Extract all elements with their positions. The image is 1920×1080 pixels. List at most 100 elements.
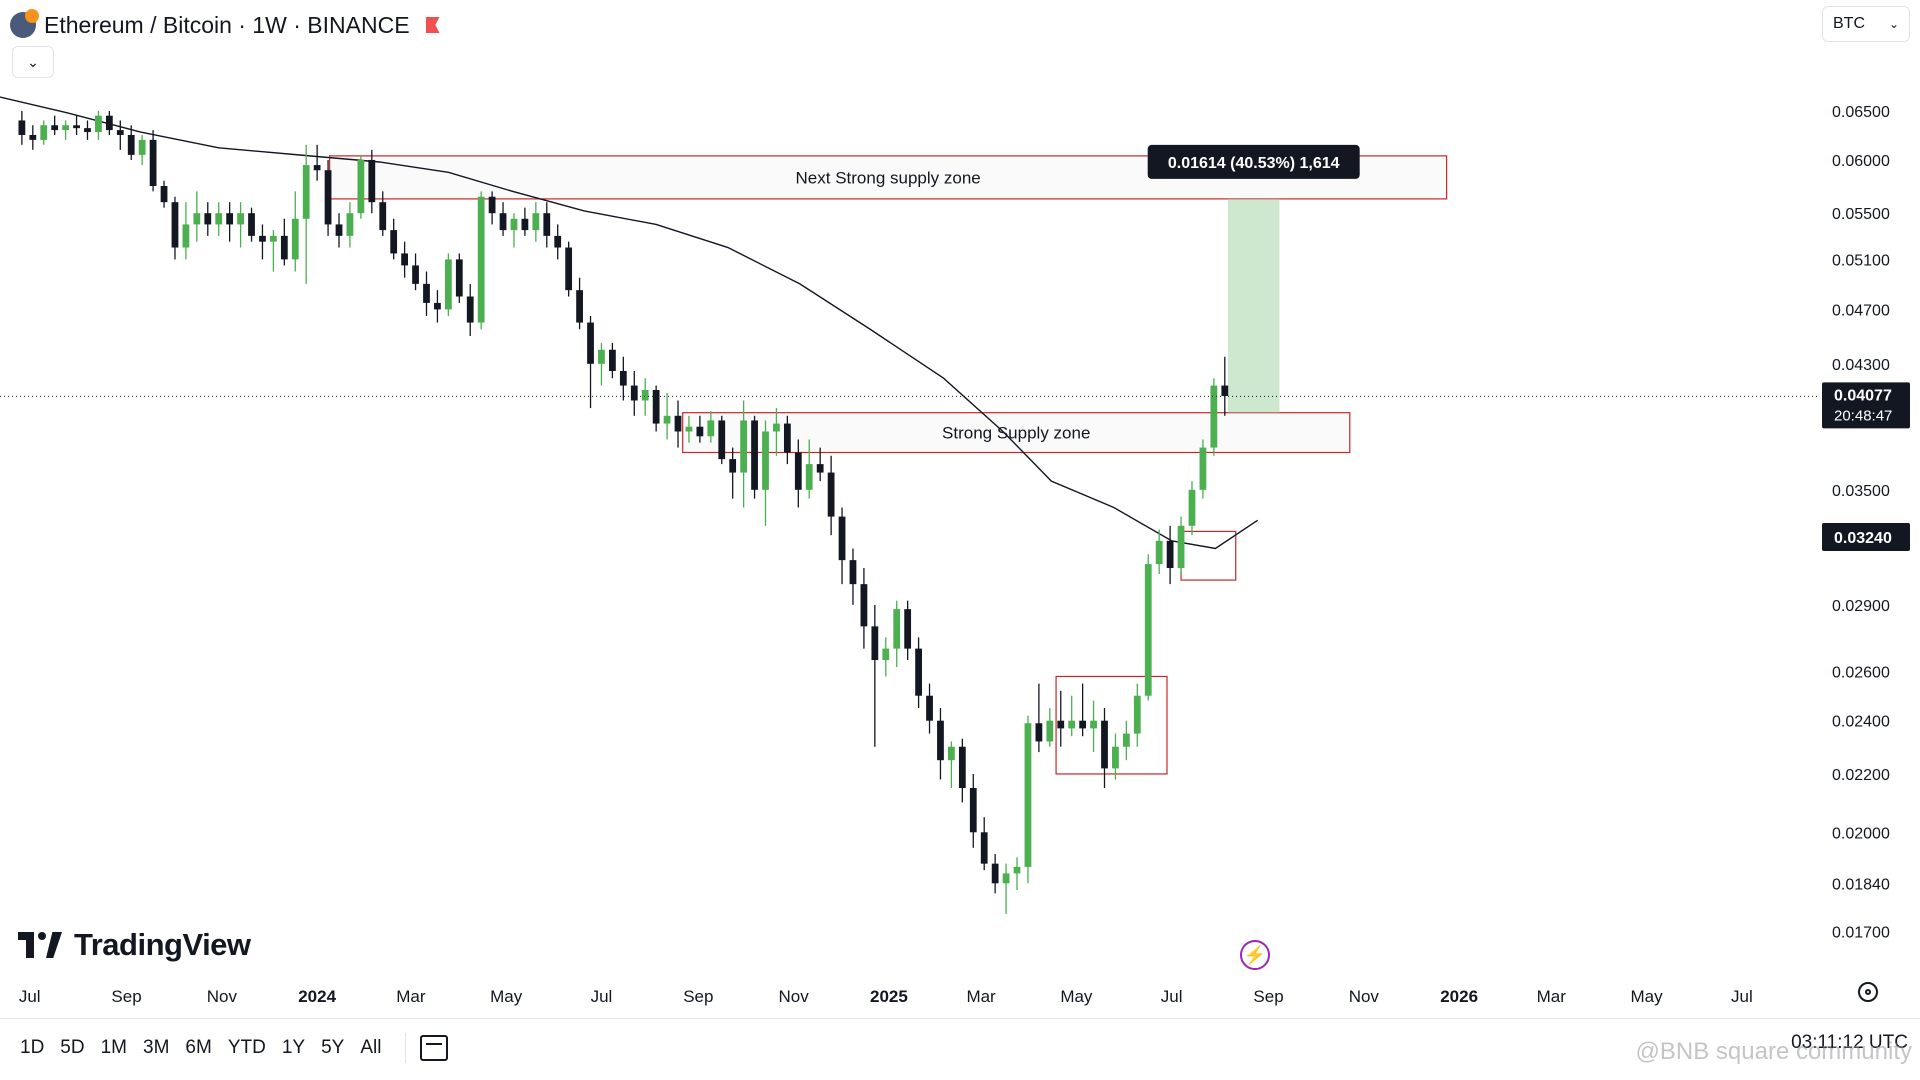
candle-body [434, 302, 441, 310]
candle [762, 420, 769, 526]
currency-label: BTC [1833, 15, 1865, 32]
candle-body [226, 213, 234, 225]
candle-body [215, 213, 223, 225]
last-price-label: 0.04077 [1834, 387, 1892, 404]
x-tick-label: Nov [207, 987, 238, 1006]
y-tick-label: 0.02200 [1832, 767, 1890, 784]
candle [499, 202, 507, 236]
x-tick-label: Sep [683, 987, 713, 1006]
y-tick-label: 0.02000 [1832, 825, 1890, 842]
candle [1101, 708, 1108, 789]
candle-body [466, 296, 474, 323]
candle-body [499, 213, 507, 231]
candle-body [696, 426, 704, 437]
candle-body [619, 370, 627, 386]
candle [729, 447, 737, 499]
candle [40, 120, 48, 145]
range-button-5y[interactable]: 5Y [321, 1036, 345, 1058]
candle [171, 196, 179, 260]
candle-body [510, 218, 518, 231]
zone-label: Next Strong supply zone [796, 168, 981, 187]
candle-body [1079, 720, 1087, 729]
candle [926, 683, 933, 734]
range-button-1m[interactable]: 1M [100, 1036, 127, 1058]
candle-body [740, 420, 748, 473]
candle-body [313, 165, 321, 171]
candle [1199, 439, 1207, 499]
candle [1079, 683, 1087, 737]
lightning-icon[interactable]: ⚡ [1240, 940, 1270, 970]
candle [259, 224, 266, 260]
measure-label: 0.01614 (40.53%) 1,614 [1168, 155, 1340, 172]
candle [444, 253, 452, 316]
candle-body [729, 459, 737, 473]
candle-body [346, 213, 354, 236]
range-button-3m[interactable]: 3M [143, 1036, 170, 1058]
range-button-5d[interactable]: 5D [60, 1036, 85, 1058]
candle-body [1133, 695, 1141, 734]
candle [1133, 683, 1141, 747]
candle [641, 378, 649, 416]
candle [455, 253, 463, 303]
candle-body [1122, 733, 1130, 747]
range-button-1y[interactable]: 1Y [281, 1036, 306, 1058]
candle [193, 191, 201, 242]
tradingview-logo[interactable]: TradingView [18, 925, 251, 965]
calendar-goto-icon[interactable] [420, 1034, 449, 1061]
x-tick-label: Jul [591, 987, 613, 1006]
candle [291, 191, 299, 272]
candle [882, 637, 890, 677]
x-tick-label: 2025 [870, 987, 908, 1006]
candle [313, 144, 321, 181]
candle-body [543, 213, 551, 236]
collapse-legend-button[interactable]: ⌄ [12, 46, 54, 78]
candle-body [455, 259, 463, 297]
range-button-ytd[interactable]: YTD [227, 1036, 266, 1058]
candle [215, 202, 223, 236]
moving-average-layer [0, 96, 1258, 550]
candle [1144, 554, 1152, 701]
candle-body [948, 746, 955, 761]
watermark: @BNB square community [1635, 1038, 1912, 1065]
candle-body [1188, 489, 1196, 526]
settings-gear-icon[interactable] [1858, 982, 1878, 1002]
candle-body [84, 128, 91, 133]
candle [324, 159, 332, 236]
candle [116, 120, 124, 150]
range-button-all[interactable]: All [360, 1036, 382, 1058]
candle [1068, 695, 1076, 737]
candle [980, 817, 988, 871]
axis-layer: 0.06500 0.06000 0.05500 0.05100 0.04700 0.043… [19, 104, 1910, 1006]
y-tick-label: 0.06500 [1832, 104, 1890, 121]
candle [587, 315, 594, 409]
last-price-tag [1822, 382, 1910, 429]
candle [565, 241, 573, 297]
candle-body [576, 290, 583, 323]
candle [904, 600, 912, 661]
currency-select[interactable]: BTC ⌄ [1822, 6, 1910, 42]
candle [237, 202, 244, 248]
candle [543, 202, 551, 248]
candle-body [182, 224, 190, 248]
candle [1122, 720, 1130, 761]
x-tick-label: Mar [966, 987, 996, 1006]
candle [138, 134, 146, 166]
flag-icon[interactable] [425, 17, 440, 33]
candle-body [335, 224, 343, 236]
candle [707, 411, 715, 443]
candle-body [138, 139, 146, 155]
candle [1221, 356, 1229, 416]
symbol-header[interactable]: Ethereum / Bitcoin · 1W · BINANCE [10, 8, 440, 42]
candle [1155, 529, 1163, 575]
candle-body [860, 584, 868, 627]
candle-body [652, 389, 660, 424]
candle [379, 191, 387, 236]
range-button-6m[interactable]: 6M [185, 1036, 212, 1058]
candle [466, 283, 474, 337]
divider [405, 1032, 407, 1063]
candle-body [532, 213, 540, 231]
range-button-1d[interactable]: 1D [20, 1036, 45, 1058]
candle-body [718, 420, 726, 460]
candle [663, 392, 671, 440]
